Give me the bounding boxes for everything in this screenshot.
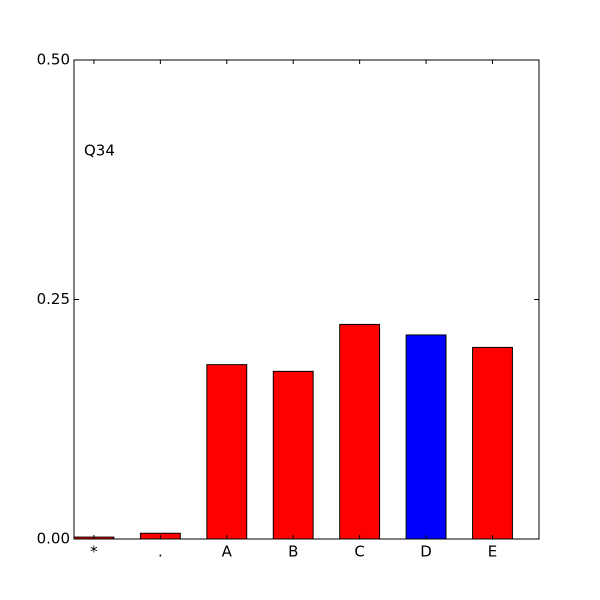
- annotation: Q34: [84, 142, 115, 160]
- y-tick-label: 0.25: [37, 290, 70, 308]
- x-tick-label: B: [288, 543, 298, 561]
- x-tick-label: *: [90, 543, 98, 561]
- x-tick-label: A: [222, 543, 233, 561]
- x-tick-label: .: [158, 543, 163, 561]
- plot-frame: [73, 59, 540, 540]
- bar: [472, 346, 513, 540]
- bar: [405, 334, 447, 540]
- x-tick-label: C: [354, 543, 364, 561]
- bar: [272, 370, 314, 540]
- x-tick-label: E: [488, 543, 497, 561]
- bar: [206, 364, 248, 540]
- y-tick-label: 0.00: [37, 530, 70, 548]
- bar: [339, 323, 381, 540]
- x-tick-label: D: [420, 543, 432, 561]
- y-tick-label: 0.50: [37, 51, 70, 69]
